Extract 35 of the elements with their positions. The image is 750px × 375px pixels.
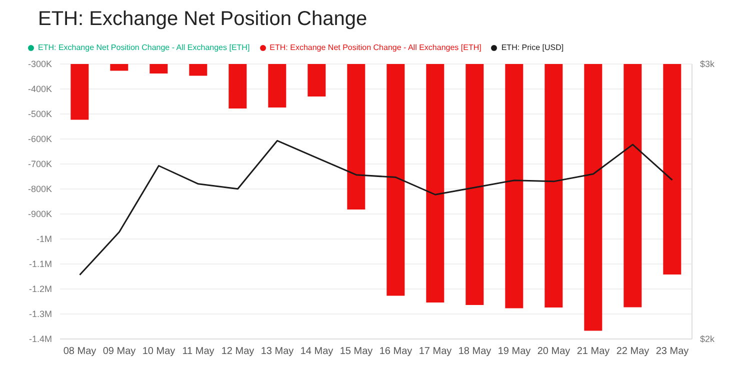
x-tick-label: 19 May (498, 346, 531, 358)
y-tick-label: -900K (28, 209, 52, 220)
y-tick-label: -800K (28, 184, 52, 194)
x-tick-label: 09 May (102, 346, 136, 358)
x-tick-label: 16 May (379, 346, 412, 358)
x-tick-label: 12 May (221, 346, 254, 358)
x-tick-label: 22 May (616, 346, 650, 358)
x-tick-label: 23 May (656, 346, 689, 358)
y-tick-label: -1.3M (28, 309, 52, 320)
x-tick-label: 14 May (300, 346, 334, 358)
y2-tick-label: $2k (700, 334, 716, 344)
legend-label: ETH: Price [USD] (501, 43, 564, 52)
y-tick-label: -300K (28, 59, 52, 70)
x-tick-label: 20 May (537, 346, 570, 358)
legend-label: ETH: Exchange Net Position Change - All Exchanges [ETH] (38, 43, 250, 52)
x-tick-label: 08 May (63, 346, 96, 358)
x-tick-label: 10 May (142, 346, 176, 358)
y-tick-label: -500K (28, 109, 52, 120)
y-tick-label: -1.4M (28, 334, 52, 344)
x-tick-label: 11 May (182, 346, 214, 358)
y-tick-label: -600K (28, 134, 52, 144)
y-tick-label: -1.1M (28, 259, 52, 270)
y-tick-label: -1.2M (28, 284, 52, 294)
y-tick-label: -400K (28, 84, 52, 94)
x-tick-label: 21 May (576, 346, 610, 358)
x-tick-label: 17 May (418, 346, 452, 358)
y2-tick-label: $3k (700, 59, 716, 70)
y-tick-label: -1M (36, 234, 52, 244)
legend-label: ETH: Exchange Net Position Change - All Exchanges [ETH] (270, 43, 482, 52)
y-tick-label: -700K (28, 159, 52, 170)
x-tick-label: 13 May (260, 346, 294, 358)
x-tick-label: 15 May (340, 346, 373, 358)
x-tick-label: 18 May (458, 346, 492, 358)
chart-title: ETH: Exchange Net Position Change (38, 8, 368, 31)
line-series (79, 140, 673, 276)
